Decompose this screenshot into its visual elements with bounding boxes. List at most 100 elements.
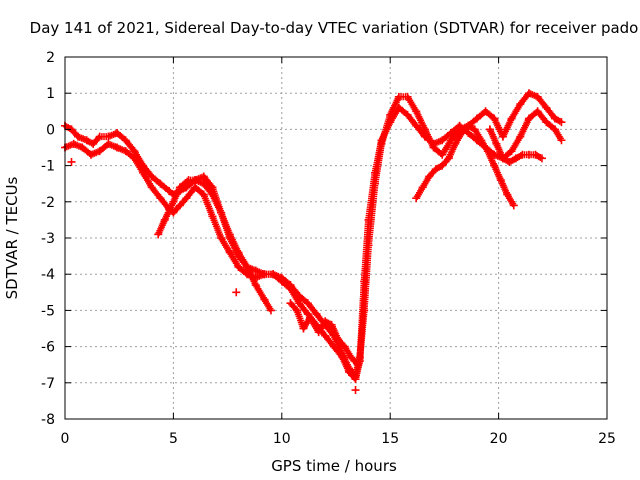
data-point bbox=[260, 270, 269, 279]
data-point bbox=[303, 299, 312, 308]
data-point bbox=[321, 317, 330, 326]
data-point bbox=[451, 139, 460, 148]
data-point bbox=[292, 306, 301, 315]
data-point bbox=[175, 183, 184, 192]
y-tick-label: -2 bbox=[41, 195, 55, 211]
data-point bbox=[360, 277, 369, 286]
x-axis-label: GPS time / hours bbox=[271, 457, 397, 475]
y-tick-label: -3 bbox=[41, 231, 55, 247]
series-track-d bbox=[286, 299, 362, 369]
data-point bbox=[321, 331, 330, 340]
data-point bbox=[95, 132, 104, 141]
data-point bbox=[327, 320, 336, 329]
data-point bbox=[470, 125, 479, 134]
data-point bbox=[67, 157, 76, 166]
data-point bbox=[295, 299, 304, 308]
y-tick-label: -1 bbox=[41, 159, 55, 175]
data-point bbox=[394, 103, 403, 112]
data-point bbox=[516, 132, 525, 141]
data-point bbox=[113, 143, 122, 152]
data-point bbox=[503, 190, 512, 199]
data-point bbox=[191, 176, 200, 185]
data-point bbox=[464, 121, 473, 130]
data-point bbox=[485, 125, 494, 134]
data-point bbox=[74, 132, 83, 141]
data-point bbox=[345, 367, 354, 376]
data-point bbox=[130, 147, 139, 156]
data-point bbox=[496, 176, 505, 185]
data-point bbox=[87, 150, 96, 159]
data-point bbox=[557, 136, 566, 145]
data-point bbox=[490, 114, 499, 123]
data-point bbox=[418, 183, 427, 192]
data-point bbox=[147, 172, 156, 181]
isolated-points bbox=[67, 157, 360, 395]
data-point bbox=[483, 147, 492, 156]
data-point bbox=[498, 132, 507, 141]
data-point bbox=[412, 194, 421, 203]
data-point bbox=[69, 139, 78, 148]
data-point bbox=[351, 386, 360, 395]
data-point bbox=[394, 92, 403, 101]
data-point bbox=[438, 161, 447, 170]
data-point bbox=[78, 143, 87, 152]
data-point bbox=[199, 190, 208, 199]
data-point bbox=[139, 168, 148, 177]
data-point bbox=[516, 100, 525, 109]
data-point bbox=[412, 107, 421, 116]
x-tick-label: 0 bbox=[61, 431, 70, 447]
data-point bbox=[121, 136, 130, 145]
data-point bbox=[477, 136, 486, 145]
data-point bbox=[82, 136, 91, 145]
data-point bbox=[121, 147, 130, 156]
data-point bbox=[208, 183, 217, 192]
data-point bbox=[234, 262, 243, 271]
data-point bbox=[199, 172, 208, 181]
data-point bbox=[199, 179, 208, 188]
data-point bbox=[169, 197, 178, 206]
x-tick-label: 5 bbox=[169, 431, 178, 447]
data-point bbox=[89, 139, 98, 148]
data-point bbox=[175, 201, 184, 210]
data-point bbox=[182, 194, 191, 203]
series-track-f bbox=[485, 125, 546, 166]
data-point bbox=[509, 201, 518, 210]
data-point bbox=[266, 306, 275, 315]
data-point bbox=[550, 125, 559, 134]
data-point bbox=[305, 313, 314, 322]
data-point bbox=[243, 262, 252, 271]
data-point bbox=[429, 139, 438, 148]
data-point bbox=[351, 375, 360, 384]
data-point bbox=[208, 190, 217, 199]
data-point bbox=[542, 103, 551, 112]
data-point bbox=[260, 295, 269, 304]
data-point bbox=[505, 157, 514, 166]
x-tick-label: 15 bbox=[381, 431, 399, 447]
data-point bbox=[312, 310, 321, 319]
data-point bbox=[95, 147, 104, 156]
data-point bbox=[481, 107, 490, 116]
data-point bbox=[537, 154, 546, 163]
data-point bbox=[225, 248, 234, 257]
y-tick-label: 0 bbox=[46, 122, 55, 138]
data-point bbox=[533, 107, 542, 116]
data-point bbox=[299, 324, 308, 333]
series-track-e bbox=[412, 121, 518, 210]
data-point bbox=[286, 299, 295, 308]
data-point bbox=[507, 114, 516, 123]
data-point bbox=[403, 110, 412, 119]
data-point bbox=[314, 328, 323, 337]
data-point bbox=[147, 183, 156, 192]
data-point bbox=[446, 136, 455, 145]
data-point bbox=[156, 179, 165, 188]
axis-ticks: 0 5 10 15 20 25 -8 -7 -6 -5 -4 -3 -2 -1 0 1 2 bbox=[41, 50, 616, 447]
data-point bbox=[340, 342, 349, 351]
data-point bbox=[130, 154, 139, 163]
data-point bbox=[347, 353, 356, 362]
data-point bbox=[154, 230, 163, 239]
data-point bbox=[104, 132, 113, 141]
chart-title: Day 141 of 2021, Sidereal Day-to-day VTE… bbox=[30, 19, 639, 37]
data-point bbox=[208, 212, 217, 221]
data-point bbox=[542, 118, 551, 127]
